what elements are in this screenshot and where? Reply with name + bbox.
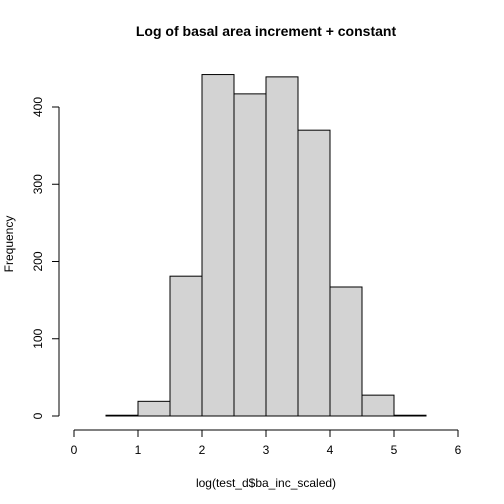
histogram-bar-6 (297, 129, 331, 417)
histogram-bar-1 (137, 400, 171, 417)
x-tick-label-1: 1 (135, 443, 142, 457)
x-tick-label-3: 3 (263, 443, 270, 457)
y-tick-label-3: 300 (31, 174, 45, 194)
x-axis: 0 1 2 3 4 5 6 (71, 429, 462, 457)
y-tick-label-2: 200 (31, 251, 45, 271)
histogram-bar-3 (201, 74, 235, 417)
x-tick-label-4: 4 (327, 443, 334, 457)
x-tick-label-6: 6 (455, 443, 462, 457)
histogram-bar-8 (361, 394, 395, 417)
y-tick-label-0: 0 (31, 412, 45, 419)
y-tick-label-4: 400 (31, 97, 45, 117)
x-tick-label-2: 2 (199, 443, 206, 457)
histogram-bar-5 (265, 76, 299, 417)
histogram-bar-4 (233, 93, 267, 417)
y-tick-label-1: 100 (31, 328, 45, 348)
x-tick-label-5: 5 (391, 443, 398, 457)
histogram-bar-0 (105, 414, 139, 417)
histogram-bar-7 (329, 286, 363, 417)
x-tick-label-0: 0 (71, 443, 78, 457)
y-axis: 0 100 200 300 400 (31, 97, 60, 419)
histogram-bars (105, 74, 427, 417)
histogram-bar-9 (393, 414, 427, 417)
x-axis-label: log(test_d$ba_inc_scaled) (196, 476, 336, 490)
chart-title: Log of basal area increment + constant (136, 23, 397, 39)
y-axis-label: Frequency (2, 216, 16, 273)
histogram-bar-2 (169, 275, 203, 417)
